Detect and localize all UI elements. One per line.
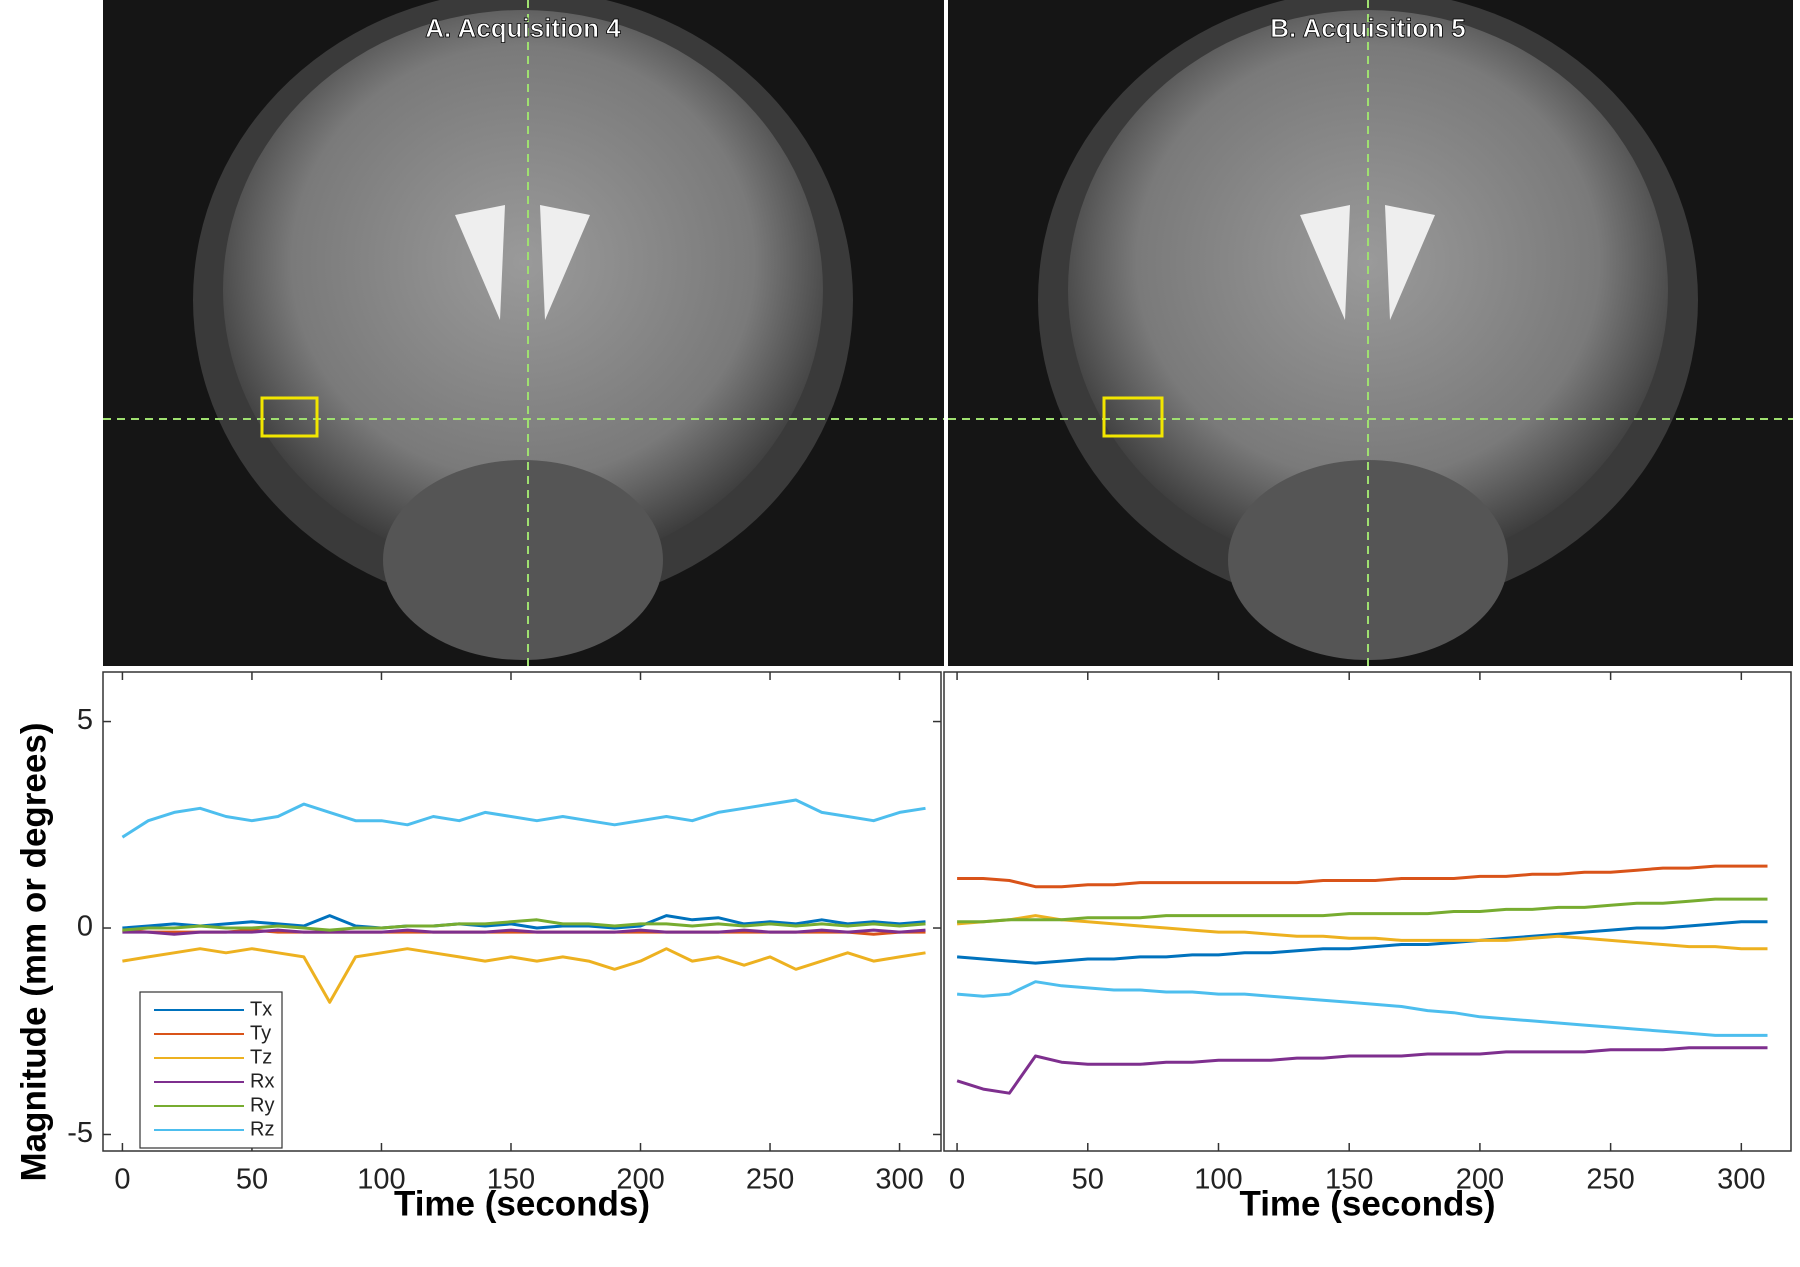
series-line — [122, 928, 926, 936]
plot-area — [102, 671, 942, 1152]
image-panel-a: A. Acquisition 4 — [103, 0, 944, 666]
legend-label: Rx — [250, 1070, 274, 1092]
x-tick-label: 0 — [114, 1164, 130, 1196]
x-axis-label: Time (seconds) — [394, 1184, 650, 1223]
image-panel-b: B. Acquisition 5 — [948, 0, 1793, 666]
series-line — [121, 798, 926, 839]
legend-label: Ty — [250, 1022, 271, 1044]
legend-label: Ry — [250, 1094, 274, 1116]
x-tick-label: 200 — [616, 1164, 664, 1196]
x-tick-label: 300 — [875, 1164, 923, 1196]
series-line — [957, 897, 1768, 924]
y-tick-label: 0 — [77, 911, 93, 943]
series-line — [956, 1046, 1768, 1095]
x-tick-label: 150 — [1325, 1164, 1373, 1196]
image-title: A. Acquisition 4 — [425, 13, 621, 43]
y-axis-label: Magnitude (mm or degrees) — [14, 723, 53, 1182]
series-line — [122, 914, 926, 930]
series-line — [957, 864, 1768, 889]
legend-label: Rz — [250, 1118, 274, 1140]
x-tick-label: 150 — [487, 1164, 535, 1196]
series-line — [122, 947, 926, 1004]
x-tick-label: 50 — [236, 1164, 268, 1196]
x-tick-label: 250 — [746, 1164, 794, 1196]
x-tick-label: 100 — [357, 1164, 405, 1196]
plot-area — [943, 671, 1792, 1152]
series-line — [956, 980, 1768, 1037]
x-tick-label: 0 — [949, 1164, 965, 1196]
legend-label: Tx — [250, 998, 272, 1020]
series-line — [956, 914, 1768, 951]
series-line — [122, 918, 926, 932]
x-tick-label: 300 — [1717, 1164, 1765, 1196]
image-title: B. Acquisition 5 — [1270, 13, 1466, 43]
x-tick-label: 100 — [1194, 1164, 1242, 1196]
x-tick-label: 250 — [1586, 1164, 1634, 1196]
series-line — [956, 920, 1768, 965]
y-tick-label: -5 — [67, 1117, 93, 1149]
x-axis-label: Time (seconds) — [1239, 1184, 1495, 1223]
legend-label: Tz — [250, 1046, 272, 1068]
x-tick-label: 200 — [1456, 1164, 1504, 1196]
y-tick-label: 5 — [77, 704, 93, 736]
x-tick-label: 50 — [1072, 1164, 1104, 1196]
legend-box — [139, 991, 283, 1149]
